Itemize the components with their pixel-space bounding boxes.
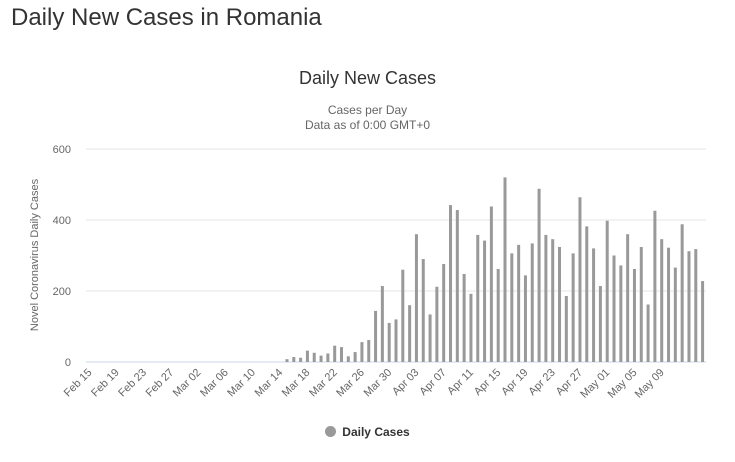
bar[interactable] xyxy=(626,234,630,362)
bar[interactable] xyxy=(380,286,384,362)
bar[interactable] xyxy=(292,357,296,362)
x-tick-label: Mar 02 xyxy=(171,367,204,400)
bar[interactable] xyxy=(387,322,391,362)
bar[interactable] xyxy=(428,314,432,362)
bar[interactable] xyxy=(414,234,418,362)
bar[interactable] xyxy=(333,345,337,362)
bar[interactable] xyxy=(605,220,609,362)
bar[interactable] xyxy=(394,319,398,362)
x-tick-label: Apr 23 xyxy=(526,367,557,398)
bar[interactable] xyxy=(673,267,677,362)
y-tick-label: 600 xyxy=(53,144,71,156)
x-tick-label: May 05 xyxy=(606,367,640,401)
bar[interactable] xyxy=(346,356,350,362)
bar[interactable] xyxy=(401,269,405,362)
x-tick-label: Mar 06 xyxy=(198,367,231,400)
x-tick-label: Apr 07 xyxy=(417,367,448,398)
bar[interactable] xyxy=(544,234,548,362)
bar[interactable] xyxy=(299,357,303,362)
bar[interactable] xyxy=(660,239,664,362)
bar[interactable] xyxy=(326,353,330,362)
bar[interactable] xyxy=(421,259,425,362)
x-tick-label: Apr 15 xyxy=(472,367,503,398)
bar[interactable] xyxy=(639,246,643,362)
x-tick-label: Mar 14 xyxy=(253,367,286,400)
bar[interactable] xyxy=(646,304,650,362)
chart-subtitle: Cases per Day xyxy=(327,103,408,117)
bar[interactable] xyxy=(578,197,582,362)
bar[interactable] xyxy=(510,253,514,362)
legend-marker xyxy=(325,426,337,437)
x-tick-label: Mar 10 xyxy=(225,367,258,400)
bar[interactable] xyxy=(476,234,480,362)
bar[interactable] xyxy=(449,205,453,362)
legend-label: Daily Cases xyxy=(342,425,410,439)
y-tick-label: 200 xyxy=(53,286,71,298)
bar[interactable] xyxy=(680,224,684,362)
x-tick-label: Feb 23 xyxy=(116,367,149,400)
x-tick-label: Feb 27 xyxy=(144,367,177,400)
bar[interactable] xyxy=(558,246,562,362)
bar[interactable] xyxy=(571,253,575,362)
page-title: Daily New Cases in Romania xyxy=(11,4,322,31)
bar[interactable] xyxy=(701,281,705,362)
bar[interactable] xyxy=(598,286,602,362)
x-tick-label: Feb 19 xyxy=(89,367,122,400)
bar[interactable] xyxy=(360,342,364,362)
bar[interactable] xyxy=(653,210,657,362)
x-tick-label: May 09 xyxy=(633,367,667,401)
x-tick-label: Mar 30 xyxy=(362,367,395,400)
bar[interactable] xyxy=(632,268,636,362)
bar[interactable] xyxy=(523,275,527,362)
legend[interactable]: Daily Cases xyxy=(0,425,735,439)
y-axis-label: Novel Coronavirus Daily Cases xyxy=(29,178,41,331)
bar[interactable] xyxy=(367,339,371,362)
y-tick-label: 400 xyxy=(53,215,71,227)
bar[interactable] xyxy=(503,177,507,362)
bar[interactable] xyxy=(612,255,616,363)
chart-data-note: Data as of 0:00 GMT+0 xyxy=(304,118,431,132)
bar[interactable] xyxy=(517,244,521,362)
bar[interactable] xyxy=(305,350,309,362)
bar[interactable] xyxy=(435,286,439,362)
y-axis-ticks: 0 200 400 600 xyxy=(53,144,71,369)
bar[interactable] xyxy=(489,206,493,362)
bar[interactable] xyxy=(312,352,316,362)
bar[interactable] xyxy=(694,249,698,362)
bar[interactable] xyxy=(374,310,378,362)
bar[interactable] xyxy=(462,273,466,362)
bar[interactable] xyxy=(353,352,357,362)
bar[interactable] xyxy=(564,295,568,362)
bar[interactable] xyxy=(319,355,323,362)
x-tick-label: Apr 11 xyxy=(445,367,476,398)
bar[interactable] xyxy=(408,305,412,362)
x-tick-label: May 01 xyxy=(578,367,612,401)
bar[interactable] xyxy=(537,188,541,362)
bar[interactable] xyxy=(687,251,691,362)
bar[interactable] xyxy=(551,239,555,362)
bar[interactable] xyxy=(455,210,459,362)
bar[interactable] xyxy=(585,226,589,362)
bar[interactable] xyxy=(592,248,596,362)
bar[interactable] xyxy=(469,293,473,362)
bar[interactable] xyxy=(530,243,534,362)
chart-title: Daily New Cases xyxy=(298,68,437,88)
x-tick-label: Mar 18 xyxy=(280,367,313,400)
bar[interactable] xyxy=(442,264,446,362)
bar[interactable] xyxy=(285,359,289,362)
bars xyxy=(285,177,705,363)
x-tick-label: Mar 22 xyxy=(307,367,340,400)
y-tick-label: 0 xyxy=(65,357,71,369)
bar[interactable] xyxy=(496,268,500,362)
x-tick-label: Apr 03 xyxy=(390,367,421,398)
x-tick-label: Mar 26 xyxy=(334,367,367,400)
bar[interactable] xyxy=(667,247,671,362)
x-tick-label: Apr 19 xyxy=(499,367,530,398)
bar[interactable] xyxy=(619,265,623,362)
bar[interactable] xyxy=(339,347,343,362)
bar[interactable] xyxy=(483,240,487,362)
x-tick-label: Feb 15 xyxy=(62,367,95,400)
